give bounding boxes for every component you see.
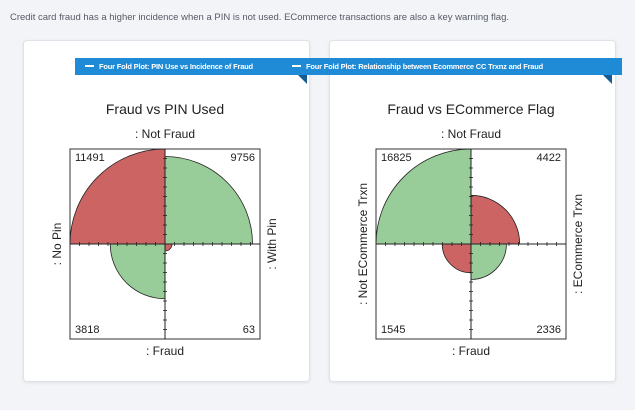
- page-caption: Credit card fraud has a higher incidence…: [10, 12, 510, 23]
- right-axis-label: : ECommerce Trxn: [571, 194, 585, 294]
- bottom-axis-label: : Fraud: [452, 344, 490, 358]
- left-axis-label: : Not ECommerce Trxn: [356, 183, 370, 305]
- top-axis-label: : Not Fraud: [441, 127, 501, 141]
- dash-icon: [85, 65, 94, 68]
- wedge-top-right: [164, 156, 253, 245]
- wedge-top-left: [69, 148, 166, 245]
- wedge-bottom-right: [164, 243, 173, 252]
- count-bottom-right: 63: [243, 324, 255, 336]
- top-axis-label: : Not Fraud: [135, 127, 195, 141]
- fourfold-chart-ecommerce: Fraud vs ECommerce Flag : Not Fraud : Fr…: [356, 101, 585, 358]
- wedge-bottom-left: [109, 243, 166, 300]
- wedge-bottom-right: [470, 243, 507, 280]
- right-axis-label: : With Pin: [265, 218, 279, 269]
- tab-pin-vs-fraud[interactable]: Four Fold Plot: PIN Use vs Incidence of …: [75, 58, 290, 75]
- tab-label: Four Fold Plot: Relationship between Eco…: [306, 62, 544, 71]
- count-top-right: 4422: [537, 152, 561, 164]
- count-top-left: 11491: [75, 152, 105, 164]
- tab-ecommerce-vs-fraud[interactable]: Four Fold Plot: Relationship between Eco…: [282, 58, 622, 75]
- wedge-bottom-left: [441, 243, 472, 274]
- count-bottom-left: 3818: [75, 324, 99, 336]
- ribbon-fold: [603, 75, 612, 84]
- wedge-top-right: [470, 194, 521, 245]
- tab-label: Four Fold Plot: PIN Use vs Incidence of …: [99, 62, 253, 71]
- count-bottom-right: 2336: [537, 324, 561, 336]
- fourfold-chart-pin: Fraud vs PIN Used : Not Fraud : Fraud : …: [50, 101, 279, 358]
- dash-icon: [292, 65, 301, 68]
- count-top-left: 16825: [381, 152, 412, 164]
- ribbon-fold: [298, 75, 307, 84]
- chart-title: Fraud vs ECommerce Flag: [387, 101, 554, 117]
- bottom-axis-label: : Fraud: [146, 344, 184, 358]
- left-axis-label: : No Pin: [50, 223, 64, 266]
- wedge-top-left: [375, 148, 472, 245]
- chart-title: Fraud vs PIN Used: [106, 101, 224, 117]
- count-bottom-left: 1545: [381, 324, 405, 336]
- count-top-right: 9756: [231, 152, 255, 164]
